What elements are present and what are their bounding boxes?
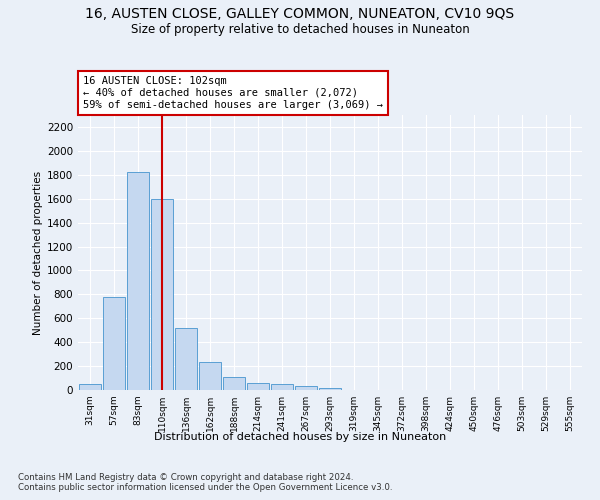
Bar — [247, 384, 269, 390]
Text: Distribution of detached houses by size in Nuneaton: Distribution of detached houses by size … — [154, 432, 446, 442]
Bar — [79, 384, 101, 390]
Bar — [199, 362, 221, 390]
Bar — [223, 377, 245, 390]
Bar — [295, 386, 317, 390]
Bar — [151, 198, 173, 390]
Text: Contains HM Land Registry data © Crown copyright and database right 2024.
Contai: Contains HM Land Registry data © Crown c… — [18, 472, 392, 492]
Y-axis label: Number of detached properties: Number of detached properties — [33, 170, 43, 334]
Text: 16, AUSTEN CLOSE, GALLEY COMMON, NUNEATON, CV10 9QS: 16, AUSTEN CLOSE, GALLEY COMMON, NUNEATO… — [85, 8, 515, 22]
Text: 16 AUSTEN CLOSE: 102sqm
← 40% of detached houses are smaller (2,072)
59% of semi: 16 AUSTEN CLOSE: 102sqm ← 40% of detache… — [83, 76, 383, 110]
Bar — [127, 172, 149, 390]
Bar — [175, 328, 197, 390]
Bar — [319, 388, 341, 390]
Bar — [271, 384, 293, 390]
Text: Size of property relative to detached houses in Nuneaton: Size of property relative to detached ho… — [131, 24, 469, 36]
Bar — [103, 296, 125, 390]
